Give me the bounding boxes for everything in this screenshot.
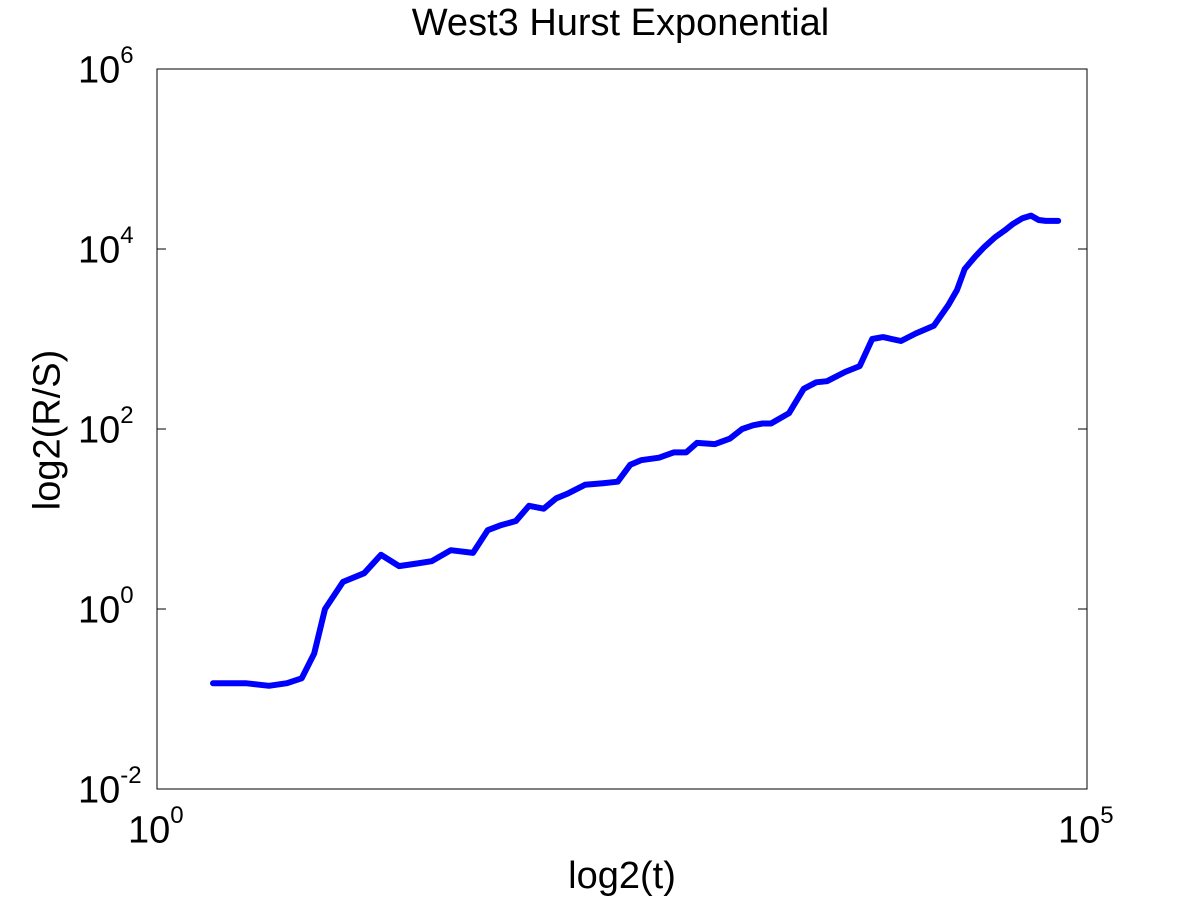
y-tick-label: 10-2 bbox=[78, 762, 142, 812]
tick-marks bbox=[157, 68, 1087, 790]
y-tick-label: 100 bbox=[78, 582, 134, 632]
x-axis-label: log2(t) bbox=[568, 855, 676, 897]
series-line-0 bbox=[210, 212, 1062, 689]
series-group bbox=[210, 212, 1062, 689]
y-tick-label: 102 bbox=[78, 402, 134, 452]
x-tick-label: 100 bbox=[128, 802, 184, 852]
y-tick-label: 106 bbox=[78, 42, 134, 92]
chart-title: West3 Hurst Exponential bbox=[411, 2, 830, 44]
y-tick-label: 104 bbox=[78, 222, 134, 272]
x-tick-label: 105 bbox=[1058, 802, 1114, 852]
